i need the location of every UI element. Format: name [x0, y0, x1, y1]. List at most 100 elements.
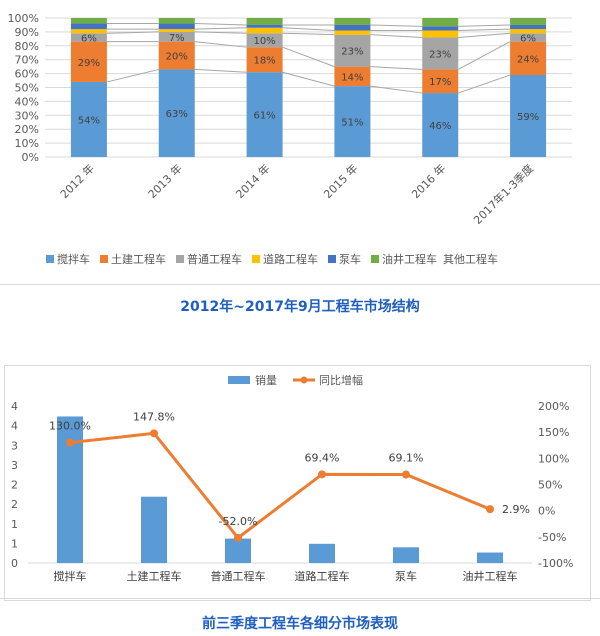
bar-segment: [334, 18, 371, 25]
left-tick-label: 4: [11, 400, 18, 413]
legend-swatch: [100, 255, 108, 263]
series-connector: [106, 68, 159, 83]
left-tick-label: 1: [11, 537, 18, 550]
bar-segment: [70, 33, 107, 42]
bar-segment: [510, 33, 547, 42]
bar-segment: [422, 37, 459, 70]
series-connector: [282, 46, 335, 68]
data-label: 23%: [341, 47, 363, 58]
growth-marker: [486, 505, 494, 514]
legend-swatch: [228, 376, 250, 384]
y-tick-label: 50%: [15, 82, 39, 95]
y-tick-label: 10%: [15, 137, 39, 150]
legend-label: 同比增幅: [319, 373, 363, 387]
x-tick-label: 泵车: [395, 569, 417, 583]
series-connector: [194, 23, 247, 26]
growth-marker: [66, 438, 74, 447]
bar-segment: [158, 69, 195, 157]
legend-label: 搅拌车: [57, 252, 90, 266]
growth-label: 2.9%: [502, 503, 530, 516]
x-tick-label: 油井工程车: [463, 569, 518, 583]
bar-segment: [510, 18, 547, 25]
growth-label: 130.0%: [49, 420, 91, 433]
y-tick-label: 100%: [8, 12, 39, 25]
bar-segment: [158, 18, 195, 24]
data-label: 46%: [429, 121, 451, 132]
bar-segment: [334, 24, 371, 31]
data-label: 23%: [429, 49, 451, 60]
y-tick-label: 20%: [15, 123, 39, 136]
x-tick-label: 2012 年: [57, 161, 97, 201]
data-label: 54%: [78, 115, 100, 126]
legend-label: 泵车: [339, 252, 361, 266]
x-tick-label: 2017年1-3季度: [470, 161, 536, 227]
left-tick-label: 2: [11, 498, 18, 511]
growth-marker: [234, 533, 242, 542]
legend-swatch: [328, 255, 336, 263]
right-tick-label: -50%: [538, 531, 566, 544]
data-label: 6%: [81, 33, 97, 44]
bar-segment: [158, 31, 195, 42]
legend-swatch: [252, 255, 260, 263]
y-tick-label: 90%: [15, 26, 39, 39]
data-label: 20%: [166, 52, 188, 63]
left-tick-label: 2: [11, 479, 18, 492]
series-connector: [458, 41, 511, 70]
segment-performance-chart: 销量 同比增幅 0 1 1 2 2 3 3 4 4 -100% -50% 0% 50% 100% 150% 200…: [11, 373, 573, 583]
data-label: 7%: [169, 33, 185, 44]
left-tick-label: 3: [11, 439, 18, 452]
data-label: 10%: [253, 36, 275, 47]
growth-label: 69.4%: [305, 451, 340, 464]
series-connector: [370, 34, 423, 38]
series-connector: [370, 85, 423, 94]
series-connector: [282, 71, 335, 87]
legend-swatch: [176, 255, 184, 263]
left-tick-label: 4: [11, 420, 18, 433]
series-connector: [194, 68, 247, 73]
data-label: 14%: [341, 72, 363, 83]
right-tick-label: 50%: [538, 479, 562, 492]
right-tick-label: 150%: [538, 426, 569, 439]
sales-bar: [57, 416, 83, 563]
legend-label: 油井工程车: [382, 252, 437, 266]
legend-label: 其他工程车: [443, 252, 498, 266]
growth-label: -52.0%: [219, 515, 258, 528]
bar-segment: [246, 18, 283, 25]
x-tick-label: 2015 年: [321, 161, 361, 201]
y-tick-label: 60%: [15, 68, 39, 81]
sales-bar: [309, 543, 335, 563]
bar-segment: [510, 24, 547, 30]
left-tick-label: 0: [11, 557, 18, 570]
legend-swatch: [46, 255, 54, 263]
bar-segment: [70, 41, 107, 82]
data-label: 29%: [78, 58, 100, 69]
bar-segment: [158, 29, 195, 32]
bar-segment: [70, 23, 107, 30]
series-connector: [370, 24, 423, 27]
bar-segment: [334, 86, 371, 157]
legend-swatch: [371, 255, 379, 263]
right-tick-label: -100%: [538, 557, 573, 570]
x-tick-label: 道路工程车: [295, 569, 350, 583]
right-tick-label: 200%: [538, 400, 569, 413]
chart2-frame: [4, 365, 591, 601]
market-structure-chart: 0%10%20%30%40%50%60%70%80%90%100%54%29%6…: [8, 12, 572, 266]
y-tick-label: 0%: [22, 151, 39, 164]
legend-label: 土建工程车: [111, 252, 166, 266]
series-connector: [194, 31, 247, 34]
x-tick-label: 2013 年: [145, 161, 185, 201]
data-label: 63%: [166, 109, 188, 120]
divider: [0, 598, 600, 599]
growth-line: [69, 431, 491, 540]
series-connector: [458, 74, 511, 94]
right-tick-label: 100%: [538, 452, 569, 465]
series-connector: [370, 66, 423, 70]
bar-segment: [246, 27, 283, 34]
series-connector: [106, 31, 159, 34]
series-connector: [282, 32, 335, 36]
bar-segment: [246, 47, 283, 73]
sales-bar: [477, 552, 503, 563]
growth-label: 147.8%: [133, 410, 175, 423]
data-label: 17%: [429, 77, 451, 88]
divider: [0, 284, 600, 285]
